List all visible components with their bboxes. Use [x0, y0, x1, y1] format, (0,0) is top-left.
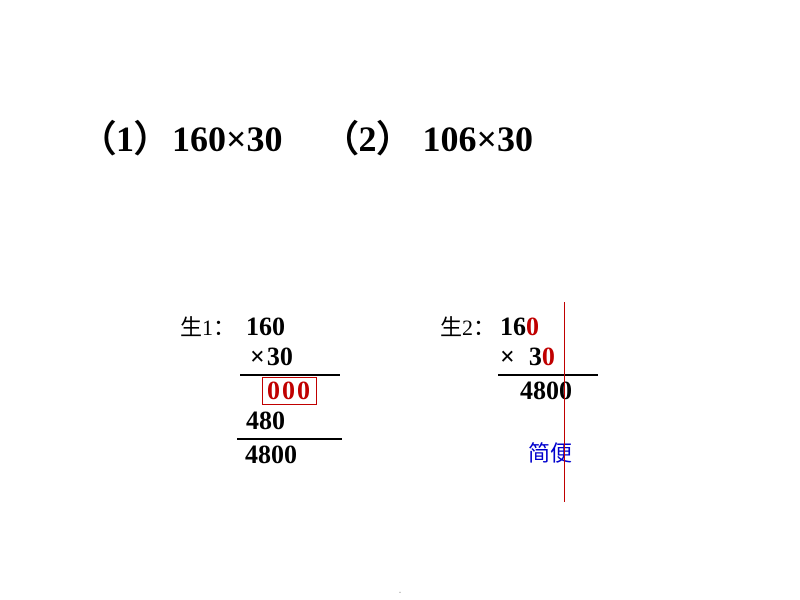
- s1-partial: 480: [246, 406, 380, 436]
- s1-multiplier: 30: [267, 342, 293, 372]
- s2-top-number: 160: [500, 312, 539, 342]
- s1-top-number: 160: [246, 312, 285, 342]
- s2-note: 简便: [528, 436, 660, 468]
- footer-mark: .: [399, 585, 402, 596]
- s1-result: 4800: [245, 440, 380, 470]
- s2-row-mult: × 30: [500, 342, 660, 372]
- student-1-column: 生1： 160 × 30 000 480 4800: [180, 310, 380, 470]
- s2-top-prefix: 16: [500, 312, 526, 341]
- times-sign: ×: [250, 342, 265, 372]
- s2-top-red-zero: 0: [526, 312, 539, 341]
- s2-result: 4800: [520, 376, 660, 406]
- problem-1-expression: 160×30: [172, 118, 283, 160]
- s1-row-mult: × 30: [250, 342, 380, 372]
- problem-2: （2） 106×30: [323, 110, 534, 162]
- student-2-column: 生2： 160 × 30 4800 简便: [440, 310, 660, 470]
- s2-multiplier: 30: [529, 342, 555, 372]
- problem-2-label: （2）: [323, 110, 413, 162]
- work-area: 生1： 160 × 30 000 480 4800 生2： 160 × 30: [180, 310, 660, 470]
- problem-2-expression: 106×30: [423, 118, 534, 160]
- problem-1-label: （1）: [80, 110, 170, 162]
- s1-zeros-partial: 000: [267, 376, 312, 405]
- s2-vertical-line: [564, 302, 565, 502]
- times-sign: ×: [500, 342, 515, 372]
- s2-mult-red-zero: 0: [542, 342, 555, 371]
- heading-row: （1） 160×30 （2） 106×30: [80, 110, 533, 162]
- s1-row-top: 生1： 160: [180, 310, 380, 342]
- s2-row-top: 生2： 160: [440, 310, 660, 342]
- s2-mult-prefix: 3: [529, 342, 542, 371]
- s1-zeros-box: 000: [180, 376, 380, 406]
- problem-1: （1） 160×30: [80, 110, 283, 162]
- s2-label: 生2：: [440, 310, 500, 342]
- s1-label: 生1：: [180, 310, 240, 342]
